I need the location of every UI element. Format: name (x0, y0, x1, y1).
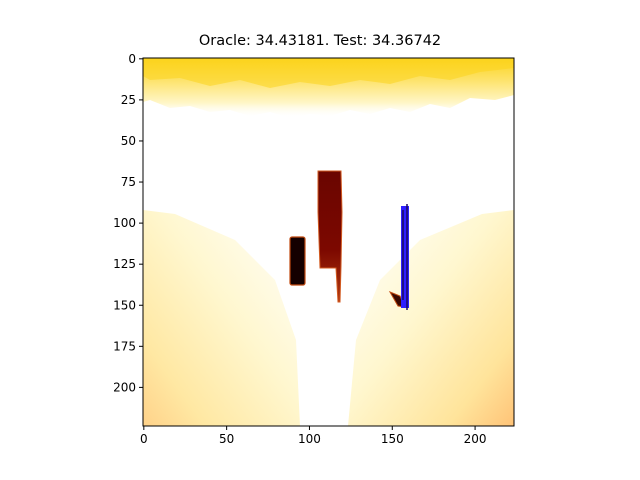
x-axis: 0 50 100 150 200 (140, 426, 487, 446)
y-tick-label: 175 (113, 339, 136, 353)
y-tick-label: 100 (113, 216, 136, 230)
heatmap-image (143, 58, 514, 426)
x-tick-label: 100 (298, 432, 321, 446)
y-tick-label: 0 (128, 52, 136, 66)
axes-frame (142, 57, 515, 427)
object-dark-left (289, 236, 306, 286)
x-tick-label: 200 (464, 432, 487, 446)
y-axis: 0 25 50 75 100 125 150 175 200 (113, 52, 143, 394)
y-tick-label: 25 (121, 93, 136, 107)
x-tick-label: 150 (381, 432, 404, 446)
ground-right-gradient (348, 210, 514, 426)
y-tick-label: 75 (121, 175, 136, 189)
object-red-center (317, 170, 343, 303)
x-tick-label: 50 (219, 432, 234, 446)
object-blue-right-stripes (402, 204, 408, 310)
y-tick-label: 200 (113, 380, 136, 394)
y-tick-label: 125 (113, 257, 136, 271)
chart-title: Oracle: 34.43181. Test: 34.36742 (198, 33, 442, 49)
ground-left-gradient (143, 210, 300, 426)
y-tick-label: 50 (121, 134, 136, 148)
y-tick-label: 150 (113, 298, 136, 312)
x-tick-label: 0 (140, 432, 148, 446)
object-blue-right (401, 206, 409, 308)
sky-band-core (143, 58, 514, 88)
